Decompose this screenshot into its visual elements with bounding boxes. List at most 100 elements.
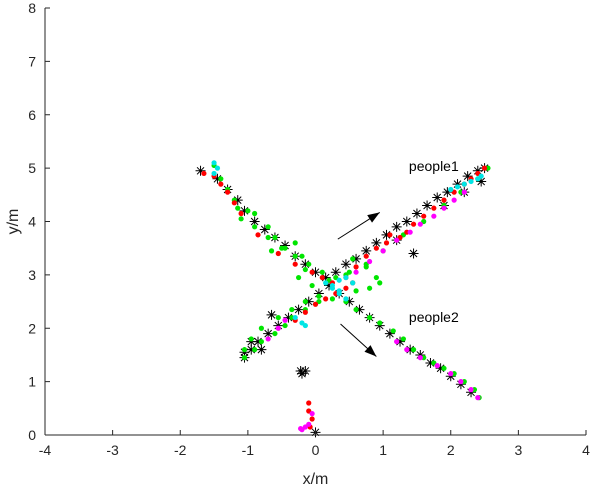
asterisk-point: [195, 165, 206, 176]
trajectory-point: [265, 336, 271, 342]
asterisk-point: [256, 344, 267, 355]
asterisk-point: [259, 224, 270, 235]
x-tick-label: 4: [582, 442, 590, 458]
y-tick-label: 6: [28, 107, 36, 123]
trajectory-point: [292, 314, 298, 321]
trajectory-point: [218, 176, 224, 182]
x-tick-label: 3: [514, 442, 522, 458]
trajectory-point: [461, 189, 467, 195]
trajectory-point: [272, 330, 278, 337]
series-layer: [195, 160, 491, 438]
asterisk-point: [405, 344, 416, 355]
trajectory-point: [448, 371, 454, 377]
trajectory-point: [258, 338, 264, 345]
trajectory-point: [353, 288, 359, 294]
trajectory-point: [448, 186, 454, 193]
trajectory-point: [309, 269, 315, 275]
trajectory-point: [241, 347, 248, 353]
trajectory-point: [238, 210, 244, 217]
trajectory-point: [343, 285, 349, 291]
x-tick-label: 0: [312, 442, 320, 458]
x-tick-label: -1: [242, 442, 255, 458]
trajectory-point: [431, 213, 437, 219]
trajectory-point: [380, 248, 386, 254]
trajectory-point: [292, 253, 298, 259]
trajectory-point: [319, 274, 325, 281]
trajectory-point: [468, 178, 474, 185]
asterisk-point: [232, 195, 243, 206]
asterisk-point: [452, 179, 463, 190]
x-tick-label: -4: [39, 442, 52, 458]
y-tick-label: 0: [28, 427, 36, 443]
asterisk-point: [361, 245, 372, 256]
trajectory-point: [343, 274, 349, 281]
trajectory-point: [454, 184, 461, 190]
y-tick-label: 3: [28, 267, 36, 283]
trajectory-point: [258, 325, 264, 331]
y-tick-label: 5: [28, 160, 36, 176]
asterisk-point: [384, 328, 395, 339]
trajectory-point: [252, 224, 258, 230]
asterisk-point: [283, 312, 294, 323]
x-axis-title: x/m: [303, 471, 329, 488]
arrow-head: [367, 212, 380, 223]
asterisk-point: [340, 259, 351, 270]
trajectory-point: [292, 261, 298, 267]
trajectory-point: [295, 274, 302, 281]
asterisk-point: [432, 192, 443, 203]
trajectory-point: [298, 425, 304, 432]
trajectory-point: [387, 232, 393, 238]
asterisk-point: [313, 288, 324, 299]
trajectory-point: [434, 363, 440, 369]
trajectory-point: [373, 274, 379, 281]
asterisk-point: [472, 165, 483, 176]
asterisk-point: [455, 379, 466, 390]
x-tick-label: -2: [174, 442, 187, 458]
trajectory-point: [367, 258, 373, 265]
trajectory-point: [441, 197, 447, 203]
trajectory-point: [363, 253, 369, 259]
asterisk-point: [295, 365, 306, 376]
annotation-layer: people1 people2: [337, 158, 459, 357]
y-tick-label: 2: [28, 320, 36, 336]
trajectory-point: [319, 269, 325, 275]
asterisk-point: [462, 171, 473, 182]
trajectory-point: [353, 306, 359, 313]
y-tick-label: 1: [28, 374, 36, 390]
trajectory-point: [275, 314, 281, 321]
trajectory-point: [441, 205, 447, 211]
trajectory-point: [394, 237, 400, 243]
trajectory-point: [302, 266, 308, 273]
asterisk-point: [374, 320, 385, 331]
trajectory-point: [481, 165, 488, 171]
trajectory-point: [265, 234, 271, 241]
asterisk-point: [249, 216, 260, 227]
trajectory-point: [346, 269, 352, 275]
trajectory-point: [353, 264, 359, 270]
asterisk-point: [435, 363, 446, 374]
trajectory-point: [306, 400, 312, 406]
trajectory-point: [431, 205, 437, 211]
series-4: [211, 160, 484, 329]
trajectory-point: [316, 293, 322, 299]
annotation-label: people1: [409, 158, 459, 174]
trajectory-point: [268, 248, 275, 254]
asterisk-point: [246, 344, 257, 355]
trajectory-point: [417, 355, 423, 361]
trajectory-point: [218, 181, 224, 187]
trajectory-point: [252, 347, 258, 353]
x-tick-label: 1: [379, 442, 387, 458]
trajectory-point: [329, 296, 336, 302]
asterisk-point: [310, 267, 321, 278]
asterisk-point: [239, 205, 250, 216]
series-3: [265, 189, 481, 433]
trajectory-point: [272, 234, 278, 241]
trajectory-point: [336, 277, 342, 283]
trajectory-point: [451, 197, 457, 203]
trajectory-point: [282, 317, 288, 323]
asterisk-point: [401, 216, 412, 227]
trajectory-point: [302, 309, 308, 315]
trajectory-point: [421, 213, 427, 219]
asterisk-point: [408, 248, 419, 259]
